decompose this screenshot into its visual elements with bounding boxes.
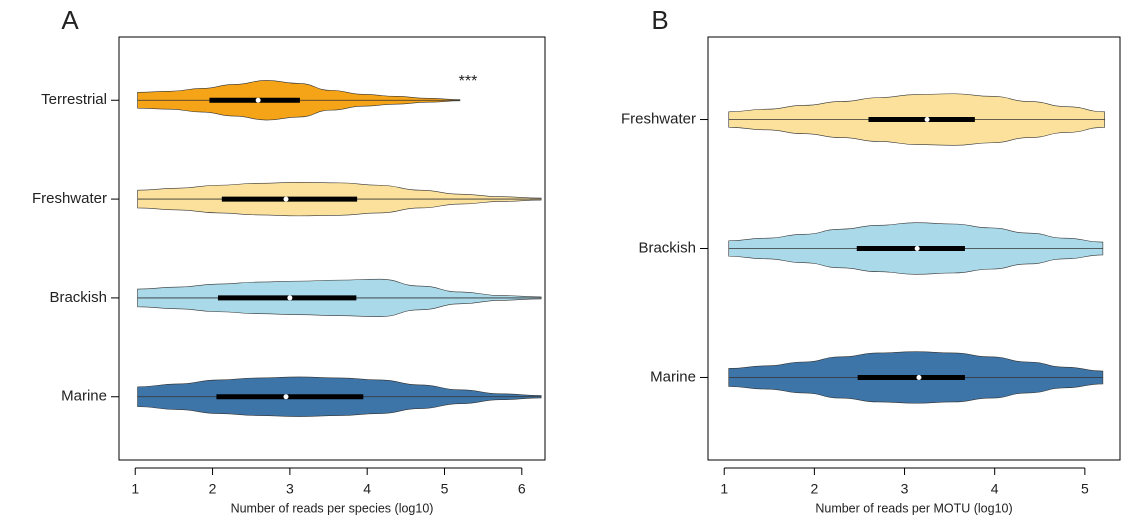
median bbox=[283, 196, 289, 202]
panel-label: A bbox=[61, 5, 79, 35]
category-label: Terrestrial bbox=[41, 91, 107, 108]
x-tick-label: 1 bbox=[131, 481, 139, 497]
x-tick-label: 1 bbox=[720, 481, 728, 497]
category-label: Brackish bbox=[49, 289, 107, 306]
x-tick-label: 6 bbox=[518, 481, 526, 497]
x-tick-label: 3 bbox=[901, 481, 909, 497]
x-tick-label: 4 bbox=[363, 481, 371, 497]
x-tick-label: 2 bbox=[209, 481, 217, 497]
x-axis-label: Number of reads per species (log10) bbox=[231, 501, 434, 515]
x-tick-label: 4 bbox=[991, 481, 999, 497]
x-tick-label: 5 bbox=[1081, 481, 1089, 497]
annotation: *** bbox=[459, 73, 478, 90]
median bbox=[924, 117, 930, 123]
median bbox=[914, 246, 920, 251]
category-label: Freshwater bbox=[32, 190, 107, 207]
x-tick-label: 3 bbox=[286, 481, 294, 497]
median bbox=[287, 295, 293, 301]
category-label: Marine bbox=[650, 368, 696, 385]
median bbox=[916, 374, 922, 380]
x-tick-label: 5 bbox=[441, 481, 449, 497]
x-axis-label: Number of reads per MOTU (log10) bbox=[815, 501, 1012, 515]
x-tick-label: 2 bbox=[810, 481, 818, 497]
plot-frame bbox=[118, 36, 546, 461]
category-label: Marine bbox=[61, 388, 107, 405]
panel-label: B bbox=[651, 5, 668, 35]
category-label: Freshwater bbox=[621, 111, 696, 128]
median bbox=[255, 97, 261, 103]
plot-frame bbox=[707, 36, 1121, 461]
category-label: Brackish bbox=[638, 239, 696, 256]
median bbox=[283, 394, 289, 400]
